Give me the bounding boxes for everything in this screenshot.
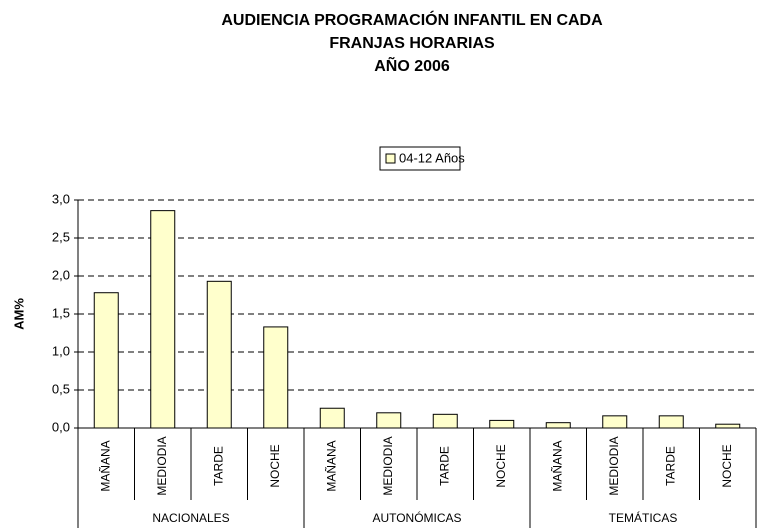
x-tick-label: TARDE (437, 446, 451, 486)
x-tick-label: TARDE (663, 446, 677, 486)
group-label: AUTONÓMICAS (372, 510, 461, 525)
bar (206, 280, 232, 429)
chart-title: AÑO 2006 (374, 55, 450, 75)
bar (715, 423, 741, 429)
y-tick-label: 0,0 (52, 419, 70, 434)
x-tick-label: MEDIODIA (155, 436, 169, 495)
bar (263, 326, 289, 429)
x-tick-label: TARDE (211, 446, 225, 486)
y-axis-label: AM% (11, 298, 26, 330)
bar (376, 412, 402, 429)
bar (432, 413, 458, 429)
legend-swatch (385, 153, 396, 164)
y-tick-label: 0,5 (52, 381, 70, 396)
y-tick-label: 1,0 (52, 343, 70, 358)
bar (602, 415, 628, 429)
x-tick-label: MAÑANA (324, 440, 338, 491)
x-tick-label: NOCHE (720, 444, 734, 487)
group-label: TEMÁTICAS (609, 510, 678, 525)
y-tick-label: 1,5 (52, 305, 70, 320)
bar (489, 419, 515, 429)
bar (319, 407, 345, 429)
bar (545, 422, 571, 429)
bar (150, 210, 176, 429)
chart-title: FRANJAS HORARIAS (329, 35, 495, 52)
x-tick-label: MEDIODIA (381, 436, 395, 495)
bar (93, 292, 119, 429)
y-tick-label: 3,0 (52, 191, 70, 206)
group-label: NACIONALES (152, 511, 229, 525)
y-tick-label: 2,5 (52, 229, 70, 244)
legend-label: 04-12 Años (399, 150, 465, 165)
x-tick-label: MAÑANA (98, 440, 112, 491)
chart-title: AUDIENCIA PROGRAMACIÓN INFANTIL EN CADA (221, 10, 603, 29)
legend-box (379, 146, 461, 171)
x-tick-label: MEDIODIA (607, 436, 621, 495)
x-tick-label: NOCHE (268, 444, 282, 487)
y-tick-label: 2,0 (52, 267, 70, 282)
x-tick-label: NOCHE (494, 444, 508, 487)
x-tick-label: MAÑANA (550, 440, 564, 491)
bar (658, 415, 684, 429)
